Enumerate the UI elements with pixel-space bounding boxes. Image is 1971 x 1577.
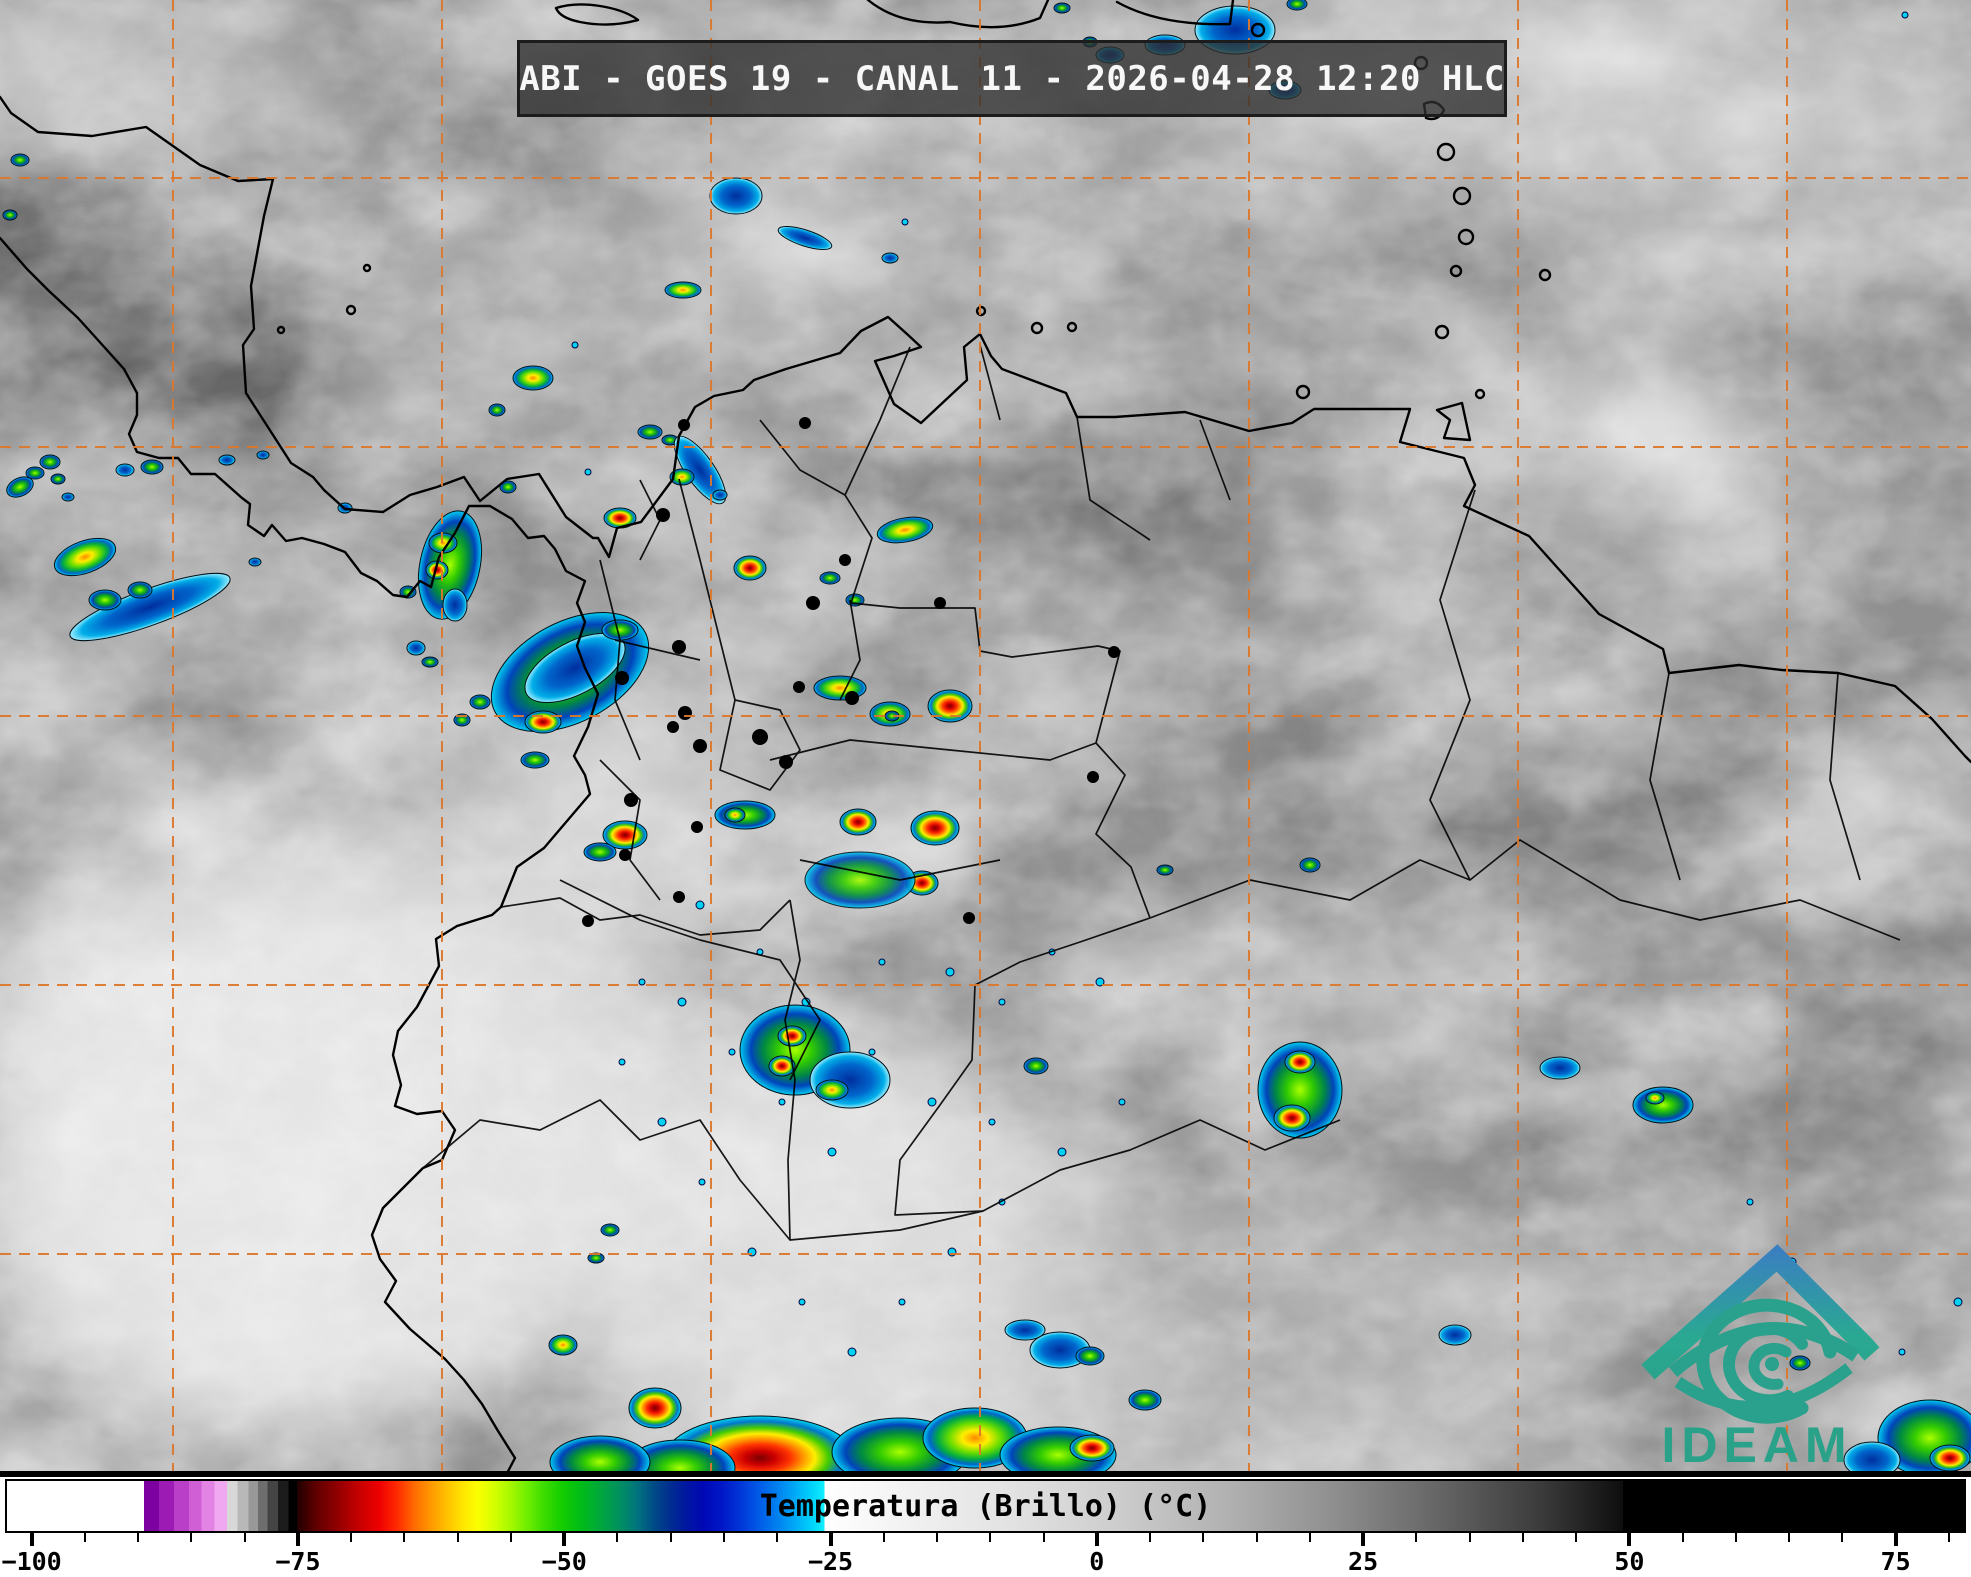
- ideam-logo-text: IDEAM: [1661, 1417, 1852, 1473]
- colorbar-minor-tick: [1681, 1533, 1684, 1542]
- colorbar-minor-tick: [243, 1533, 246, 1542]
- colorbar-minor-tick: [1947, 1533, 1950, 1542]
- colorbar-major-tick: [828, 1533, 833, 1546]
- colorbar-minor-tick: [776, 1533, 779, 1542]
- colorbar-minor-tick: [350, 1533, 353, 1542]
- colorbar-minor-tick: [1415, 1533, 1418, 1542]
- colorbar: Temperatura (Brillo) (°C) −100 −75 −50 −25 0…: [0, 1477, 1971, 1577]
- colorbar-major-tick: [1627, 1533, 1632, 1546]
- colorbar-tick-label: 25: [1348, 1547, 1379, 1576]
- satellite-image: IDEAM: [0, 0, 1971, 1477]
- colorbar-minor-tick: [190, 1533, 193, 1542]
- colorbar-tick-label: 50: [1614, 1547, 1645, 1576]
- colorbar-tick-label: 0: [1089, 1547, 1105, 1576]
- colorbar-minor-tick: [882, 1533, 885, 1542]
- colorbar-tick-label: 75: [1880, 1547, 1911, 1576]
- colorbar-minor-tick: [1042, 1533, 1045, 1542]
- satellite-map: IDEAM ABI - GOES 19 - CANAL 11 - 2026-04…: [0, 0, 1971, 1477]
- country-department-borders: [422, 344, 1901, 1241]
- colorbar-minor-tick: [1468, 1533, 1471, 1542]
- product-title: ABI - GOES 19 - CANAL 11 - 2026-04-28 12…: [519, 58, 1505, 99]
- colorbar-minor-tick: [456, 1533, 459, 1542]
- ideam-logo-eye-lower: [1674, 1363, 1853, 1413]
- colorbar-minor-tick: [1734, 1533, 1737, 1542]
- colorbar-minor-tick: [1841, 1533, 1844, 1542]
- colorbar-minor-tick: [1788, 1533, 1791, 1542]
- colorbar-tick-label: −100: [1, 1547, 62, 1576]
- colorbar-minor-tick: [403, 1533, 406, 1542]
- cloud-texture-fine: [0, 0, 1971, 1477]
- colorbar-minor-tick: [1255, 1533, 1258, 1542]
- colorbar-minor-tick: [83, 1533, 86, 1542]
- colorbar-ticks: −100 −75 −50 −25 0 25 50 75: [1, 1533, 1966, 1577]
- colorbar-minor-tick: [1575, 1533, 1578, 1542]
- colorbar-minor-tick: [989, 1533, 992, 1542]
- graticule: [0, 0, 1971, 1477]
- colorbar-major-tick: [1893, 1533, 1898, 1546]
- colorbar-minor-tick: [1521, 1533, 1524, 1542]
- colorbar-tick-label: −25: [807, 1547, 854, 1576]
- colorbar-minor-tick: [509, 1533, 512, 1542]
- colorbar-major-tick: [562, 1533, 567, 1546]
- colorbar-minor-tick: [137, 1533, 140, 1542]
- colorbar-gradient: [5, 1479, 1966, 1533]
- colorbar-minor-tick: [936, 1533, 939, 1542]
- colorbar-major-tick: [29, 1533, 34, 1546]
- colorbar-minor-tick: [669, 1533, 672, 1542]
- colorbar-minor-tick: [722, 1533, 725, 1542]
- colorbar-tick-label: −75: [275, 1547, 321, 1576]
- ideam-logo: IDEAM: [1641, 1244, 1880, 1473]
- colorbar-major-tick: [295, 1533, 300, 1546]
- colorbar-minor-tick: [616, 1533, 619, 1542]
- colorbar-major-tick: [1361, 1533, 1366, 1546]
- colorbar-minor-tick: [1308, 1533, 1311, 1542]
- colorbar-major-tick: [1094, 1533, 1099, 1546]
- city-dots: [582, 417, 1120, 927]
- ideam-logo-chevron-icon: [1641, 1244, 1880, 1380]
- product-title-bar: ABI - GOES 19 - CANAL 11 - 2026-04-28 12…: [517, 40, 1507, 117]
- colorbar-minor-tick: [1149, 1533, 1152, 1542]
- map-bottom-edge: [0, 1471, 1971, 1477]
- coastlines: [0, 0, 1971, 1477]
- colorbar-tick-label: −50: [541, 1547, 587, 1576]
- ideam-logo-spiral-icon: [1696, 1298, 1837, 1424]
- colorbar-minor-tick: [1202, 1533, 1205, 1542]
